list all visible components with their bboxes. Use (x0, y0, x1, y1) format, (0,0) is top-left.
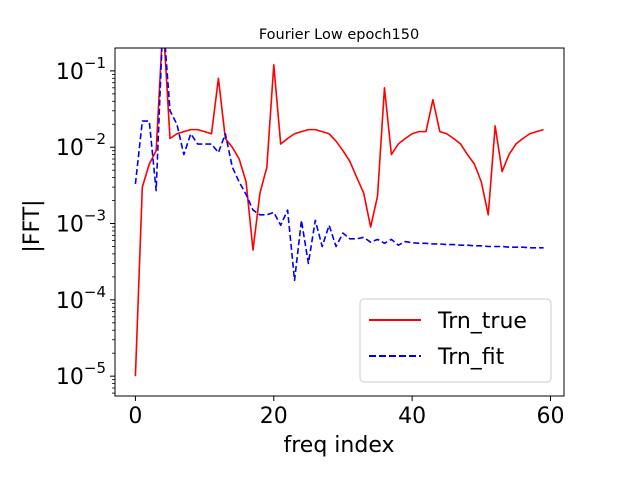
y-tick-label: 10−5 (56, 359, 106, 390)
x-tick-label: 0 (128, 404, 142, 429)
legend-label-trn-true: Trn_true (437, 309, 527, 334)
y-tick-label: 10−3 (56, 207, 106, 238)
plot-frame (114, 47, 565, 397)
x-tick-label: 60 (537, 404, 565, 429)
legend-label-trn-fit: Trn_fit (437, 345, 505, 370)
series-line-trn-true (134, 48, 544, 377)
x-axis-label: freq index (284, 433, 395, 458)
chart-title: Fourier Low epoch150 (259, 27, 419, 43)
y-axis-label: |FFT| (20, 199, 45, 252)
x-tick-label: 40 (398, 404, 426, 429)
x-tick-label: 20 (260, 404, 288, 429)
legend: Trn_true Trn_fit (359, 298, 552, 383)
y-tick-label: 10−2 (56, 130, 106, 161)
y-tick-label: 10−1 (56, 54, 106, 85)
x-axis: 0 20 40 60 (128, 396, 565, 429)
y-tick-label: 10−4 (56, 283, 106, 314)
y-axis: 10−5 10−4 10−3 10−2 10−1 (56, 54, 115, 394)
series-line-trn-fit (134, 48, 544, 282)
